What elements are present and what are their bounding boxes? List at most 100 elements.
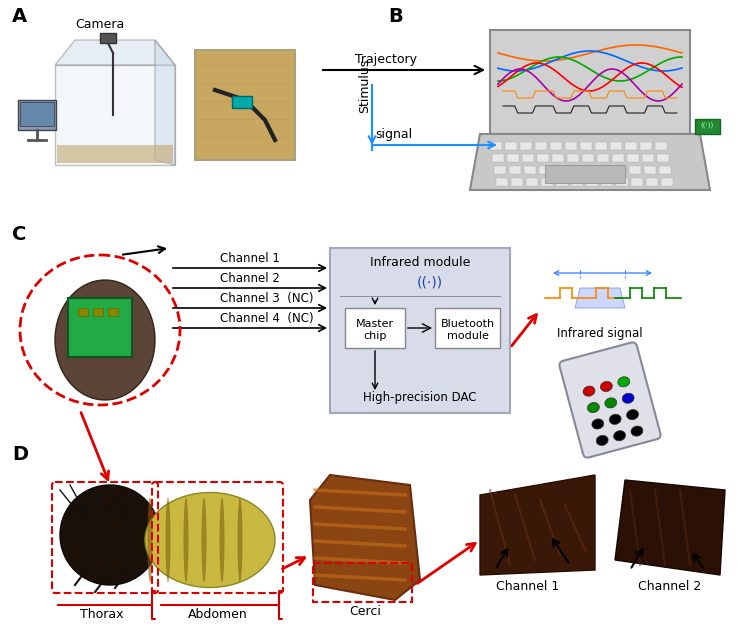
FancyBboxPatch shape	[582, 154, 594, 162]
FancyBboxPatch shape	[595, 142, 607, 150]
Text: Thorax: Thorax	[80, 608, 124, 621]
Text: Channel 2: Channel 2	[638, 580, 702, 593]
Text: Infrared signal: Infrared signal	[557, 327, 643, 340]
FancyBboxPatch shape	[545, 165, 625, 183]
FancyBboxPatch shape	[524, 166, 536, 174]
FancyBboxPatch shape	[93, 308, 103, 316]
FancyBboxPatch shape	[535, 142, 547, 150]
FancyBboxPatch shape	[567, 154, 579, 162]
FancyBboxPatch shape	[18, 100, 56, 130]
FancyBboxPatch shape	[646, 178, 658, 186]
FancyBboxPatch shape	[195, 50, 295, 160]
Ellipse shape	[60, 485, 160, 585]
FancyBboxPatch shape	[655, 142, 667, 150]
FancyBboxPatch shape	[345, 308, 405, 348]
Ellipse shape	[613, 431, 626, 441]
Ellipse shape	[596, 435, 608, 445]
FancyBboxPatch shape	[108, 308, 118, 316]
FancyBboxPatch shape	[539, 166, 551, 174]
FancyBboxPatch shape	[526, 178, 538, 186]
FancyBboxPatch shape	[556, 178, 568, 186]
FancyBboxPatch shape	[550, 142, 562, 150]
FancyBboxPatch shape	[100, 33, 116, 43]
FancyBboxPatch shape	[659, 166, 671, 174]
Polygon shape	[490, 30, 690, 134]
Text: Bluetooth
module: Bluetooth module	[441, 319, 494, 341]
FancyBboxPatch shape	[614, 166, 626, 174]
FancyBboxPatch shape	[552, 154, 564, 162]
Text: Channel 3  (NC): Channel 3 (NC)	[220, 292, 314, 305]
FancyBboxPatch shape	[492, 154, 504, 162]
FancyBboxPatch shape	[496, 178, 508, 186]
Text: ((·)): ((·))	[417, 275, 443, 289]
Polygon shape	[55, 40, 175, 65]
Text: Channel 2: Channel 2	[220, 272, 280, 285]
FancyBboxPatch shape	[629, 166, 641, 174]
Ellipse shape	[610, 414, 621, 425]
FancyBboxPatch shape	[554, 166, 566, 174]
FancyBboxPatch shape	[541, 178, 553, 186]
Text: ((·)): ((·))	[700, 122, 714, 129]
Ellipse shape	[587, 403, 599, 413]
Text: Channel 1: Channel 1	[220, 252, 280, 265]
Ellipse shape	[631, 426, 643, 436]
FancyBboxPatch shape	[435, 308, 500, 348]
FancyBboxPatch shape	[661, 178, 673, 186]
Polygon shape	[480, 475, 595, 575]
FancyBboxPatch shape	[559, 343, 661, 457]
FancyBboxPatch shape	[509, 166, 521, 174]
FancyBboxPatch shape	[640, 142, 652, 150]
Polygon shape	[575, 288, 625, 308]
Ellipse shape	[145, 493, 275, 587]
FancyBboxPatch shape	[642, 154, 654, 162]
Text: Channel 4  (NC): Channel 4 (NC)	[220, 312, 314, 325]
FancyBboxPatch shape	[601, 178, 613, 186]
FancyBboxPatch shape	[610, 142, 622, 150]
Text: Infrared module: Infrared module	[370, 256, 470, 269]
Text: A: A	[12, 7, 27, 26]
FancyBboxPatch shape	[599, 166, 611, 174]
Ellipse shape	[605, 398, 617, 408]
Ellipse shape	[622, 393, 634, 403]
FancyBboxPatch shape	[232, 96, 252, 108]
FancyBboxPatch shape	[505, 142, 517, 150]
FancyBboxPatch shape	[597, 154, 609, 162]
Text: Master
chip: Master chip	[356, 319, 394, 341]
FancyBboxPatch shape	[511, 178, 523, 186]
FancyBboxPatch shape	[522, 154, 534, 162]
Ellipse shape	[165, 497, 170, 582]
Text: D: D	[12, 445, 28, 464]
Ellipse shape	[148, 497, 153, 582]
FancyBboxPatch shape	[644, 166, 656, 174]
Ellipse shape	[238, 497, 243, 582]
FancyBboxPatch shape	[537, 154, 549, 162]
Polygon shape	[470, 134, 710, 190]
Ellipse shape	[184, 497, 188, 582]
FancyBboxPatch shape	[78, 308, 88, 316]
FancyBboxPatch shape	[507, 154, 519, 162]
Ellipse shape	[592, 419, 604, 429]
Ellipse shape	[55, 280, 155, 400]
Text: Camera: Camera	[75, 18, 125, 31]
Ellipse shape	[201, 497, 207, 582]
FancyBboxPatch shape	[584, 166, 596, 174]
Text: Stimulus: Stimulus	[359, 59, 371, 113]
Polygon shape	[55, 65, 175, 165]
FancyBboxPatch shape	[616, 178, 628, 186]
Text: Trajectory: Trajectory	[355, 53, 417, 66]
FancyBboxPatch shape	[631, 178, 643, 186]
Ellipse shape	[219, 497, 224, 582]
FancyBboxPatch shape	[569, 166, 581, 174]
FancyBboxPatch shape	[627, 154, 639, 162]
FancyBboxPatch shape	[490, 142, 502, 150]
Text: Channel 1: Channel 1	[496, 580, 559, 593]
Ellipse shape	[583, 386, 595, 396]
Text: High-precision DAC: High-precision DAC	[363, 391, 477, 404]
Polygon shape	[155, 40, 175, 165]
Text: Abdomen: Abdomen	[188, 608, 248, 621]
Text: Cerci: Cerci	[349, 605, 381, 618]
FancyBboxPatch shape	[571, 178, 583, 186]
Ellipse shape	[601, 381, 613, 392]
Polygon shape	[615, 480, 725, 575]
FancyBboxPatch shape	[520, 142, 532, 150]
